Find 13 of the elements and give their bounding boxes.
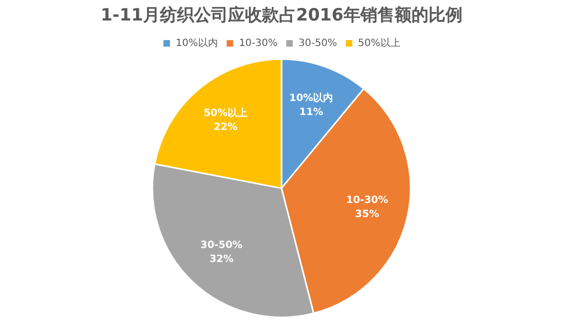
legend-label: 10-30%	[238, 38, 278, 49]
slice-label: 30-50%	[200, 240, 242, 251]
data-label: 11%	[299, 107, 324, 118]
data-label: 35%	[355, 208, 380, 220]
slice-label: 10-30%	[346, 194, 388, 206]
legend-label: 50%以上	[358, 36, 400, 49]
slice-label: 10%以内	[289, 92, 334, 104]
slice-label: 50%以上	[204, 107, 248, 120]
chart-title: 1-11月纺织公司应收款占2016年销售额的比例	[100, 6, 462, 26]
data-label: 32%	[209, 254, 234, 265]
legend-label: 10%以内	[176, 36, 218, 49]
data-label: 22%	[214, 122, 238, 134]
legend-label: 30-50%	[298, 38, 338, 49]
